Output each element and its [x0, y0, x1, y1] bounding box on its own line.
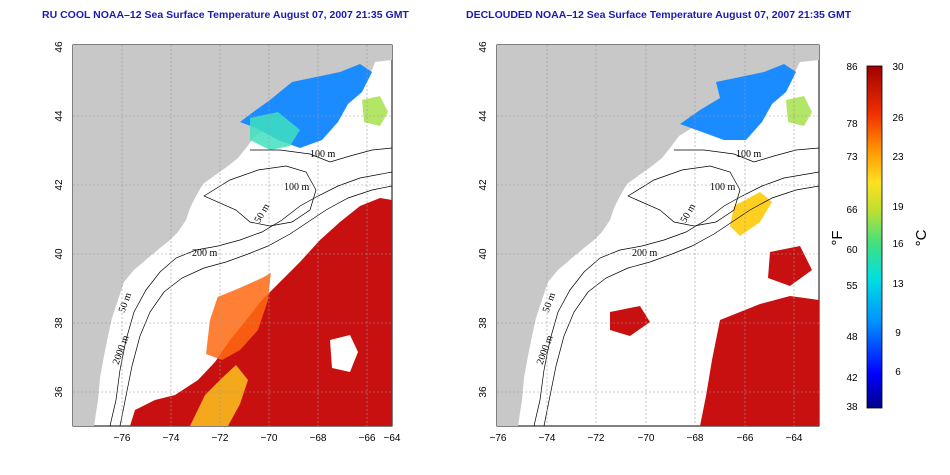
y-tick-label: 38: [54, 317, 65, 329]
c-tick-label: 13: [892, 279, 904, 290]
sst-warm-region: [610, 306, 650, 336]
bathymetry-contour: [203, 165, 317, 227]
sst-yellow-region: [730, 192, 772, 236]
c-tick-label: 9: [895, 328, 901, 339]
bathymetry-contour: [543, 185, 819, 426]
y-tick-label: 36: [478, 386, 489, 398]
x-tick-label: −76: [490, 433, 507, 444]
graticule: [73, 45, 392, 426]
x-tick-label: −72: [212, 433, 229, 444]
contour-label: 200 m: [632, 248, 658, 259]
c-tick-label: 16: [892, 239, 904, 250]
y-tick-label: 46: [54, 41, 65, 53]
f-tick-label: 78: [846, 119, 858, 130]
y-tick-label: 36: [54, 386, 65, 398]
y-tick-label: 44: [54, 110, 65, 122]
sst-orange-region: [206, 262, 272, 360]
sst-warm-region: [768, 246, 812, 286]
sst-green-region: [786, 96, 812, 126]
sst-green-region: [362, 96, 388, 126]
c-tick-label: 26: [892, 113, 904, 124]
contour-label: 100 m: [710, 182, 736, 193]
x-axis-ticks: −76 −74 −72 −70 −68 −66 −64: [490, 433, 803, 444]
x-tick-label: −68: [310, 433, 327, 444]
contour-label: 200 m: [192, 248, 218, 259]
y-axis-ticks: 36 38 40 42 44 46: [54, 41, 65, 398]
y-tick-label: 46: [478, 41, 489, 53]
x-tick-label: −64: [384, 433, 401, 444]
bathymetry-contour: [250, 147, 392, 163]
c-tick-label: 19: [892, 202, 904, 213]
y-tick-label: 42: [54, 179, 65, 191]
x-tick-label: −74: [539, 433, 556, 444]
panel-title-declouded: DECLOUDED NOAA–12 Sea Surface Temperatur…: [466, 9, 852, 21]
sst-cool-region: [680, 64, 796, 140]
sst-yellow-streaks: [190, 365, 248, 426]
f-tick-label: 48: [846, 332, 858, 343]
colorbar: °F °C 86 78 73 66 60 55 48 42 38 30 26 2…: [829, 62, 930, 413]
map-panel-declouded: 100 m 100 m 50 m 200 m 50 m 2000 m −76 −…: [478, 41, 820, 444]
c-tick-label: 6: [895, 367, 901, 378]
x-tick-label: −74: [163, 433, 180, 444]
x-tick-label: −66: [359, 433, 376, 444]
land-mass: [497, 45, 819, 426]
y-tick-label: 38: [478, 317, 489, 329]
x-tick-label: −76: [114, 433, 131, 444]
fahrenheit-label: °F: [829, 230, 846, 245]
y-tick-label: 40: [478, 248, 489, 260]
y-axis-ticks: 36 38 40 42 44 46: [478, 41, 489, 398]
graticule: [497, 45, 819, 426]
celsius-label: °C: [913, 229, 930, 246]
x-tick-label: −64: [786, 433, 803, 444]
contour-label: 100 m: [284, 182, 310, 193]
y-tick-label: 40: [54, 248, 65, 260]
land-mass: [73, 45, 392, 426]
x-tick-label: −70: [638, 433, 655, 444]
sst-warm-region: [700, 296, 819, 426]
f-tick-label: 60: [846, 245, 858, 256]
bathymetry-contour: [674, 147, 819, 163]
colorbar-gradient: [866, 65, 883, 409]
f-tick-label: 55: [846, 281, 858, 292]
sst-cyan-region: [250, 112, 300, 150]
map-panel-cloudy: 100 m 100 m 50 m 200 m 50 m 2000 m −76 −…: [54, 41, 401, 444]
c-tick-label: 23: [892, 152, 904, 163]
x-tick-label: −66: [737, 433, 754, 444]
x-tick-label: −70: [261, 433, 278, 444]
f-tick-label: 66: [846, 205, 858, 216]
sst-cloud-patch: [330, 335, 358, 372]
bathymetry-contour: [533, 171, 819, 426]
bathymetry-contour: [119, 185, 392, 426]
x-axis-ticks: −76 −74 −72 −70 −68 −66 −64: [114, 433, 401, 444]
c-tick-label: 30: [892, 62, 904, 73]
f-tick-label: 73: [846, 152, 858, 163]
f-tick-label: 38: [846, 402, 858, 413]
x-tick-label: −68: [687, 433, 704, 444]
f-tick-label: 86: [846, 62, 858, 73]
sst-white-cloud: [182, 232, 300, 300]
y-tick-label: 44: [478, 110, 489, 122]
bathymetry-contour: [109, 171, 392, 426]
bathymetry-contour: [627, 165, 741, 227]
panel-title-cloudy: RU COOL NOAA–12 Sea Surface Temperature …: [42, 9, 409, 21]
y-tick-label: 42: [478, 179, 489, 191]
x-tick-label: −72: [588, 433, 605, 444]
contour-label: 100 m: [736, 149, 762, 160]
f-tick-label: 42: [846, 373, 858, 384]
contour-label: 100 m: [310, 149, 336, 160]
